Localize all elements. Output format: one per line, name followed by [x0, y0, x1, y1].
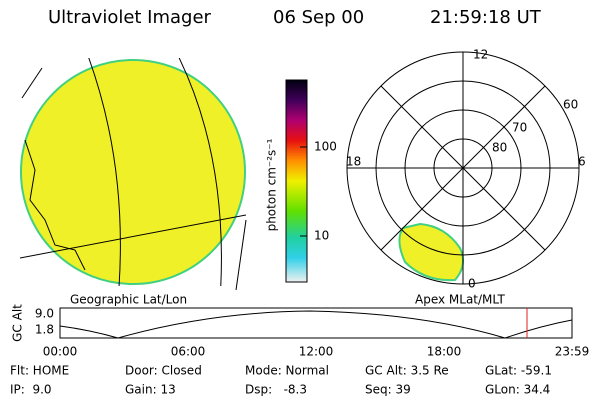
altitude-x-label: 18:00 [427, 345, 462, 359]
altitude-x-label: 00:00 [43, 345, 78, 359]
mlt-label: 18 [346, 155, 361, 169]
altitude-curve [59, 310, 573, 339]
colorbar-tick: 10 [314, 229, 329, 243]
mlt-label: 6 [578, 155, 586, 169]
altitude-y-label: 1.8 [35, 323, 54, 337]
altitude-y-label: 9.0 [35, 307, 54, 321]
altitude-x-label: 12:00 [299, 345, 334, 359]
date: 06 Sep 00 [273, 7, 364, 28]
mlt-label: 12 [473, 48, 488, 62]
status-item: GC Alt: 3.5 Re [365, 364, 449, 378]
altitude-panel [59, 307, 573, 339]
status-item: Mode: Normal [245, 364, 329, 378]
mlat-label: 70 [512, 121, 527, 135]
panel-label: Geographic Lat/Lon [70, 293, 187, 307]
time: 21:59:18 UT [430, 7, 542, 28]
title: Ultraviolet Imager [48, 7, 212, 28]
status-item: IP: 9.0 [10, 383, 52, 397]
mlat-label: 80 [492, 141, 507, 155]
geographic-image [20, 58, 246, 286]
status-item: GLat: -59.1 [485, 364, 552, 378]
polar-plot [346, 51, 580, 285]
colorbar [285, 79, 308, 283]
colorbar-tick: 100 [314, 140, 337, 154]
panel-label: Apex MLat/MLT [415, 293, 505, 307]
colorbar-label: photon cm⁻²s⁻¹ [265, 138, 279, 231]
altitude-x-label: 06:00 [171, 345, 206, 359]
status-item: Seq: 39 [365, 383, 411, 397]
status-item: Flt: HOME [10, 364, 69, 378]
status-block: Flt: HOME Door: Closed Mode: Normal GC Alt:… [10, 364, 552, 397]
status-item: Door: Closed [125, 364, 202, 378]
status-item: Dsp: -8.3 [245, 383, 307, 397]
altitude-x-label: 23:59 [555, 345, 590, 359]
status-item: Gain: 13 [125, 383, 176, 397]
mlt-label: 0 [468, 277, 476, 291]
status-item: GLon: 34.4 [485, 383, 550, 397]
mlat-label: 60 [563, 98, 578, 112]
altitude-axis-label: GC Alt [11, 304, 25, 342]
